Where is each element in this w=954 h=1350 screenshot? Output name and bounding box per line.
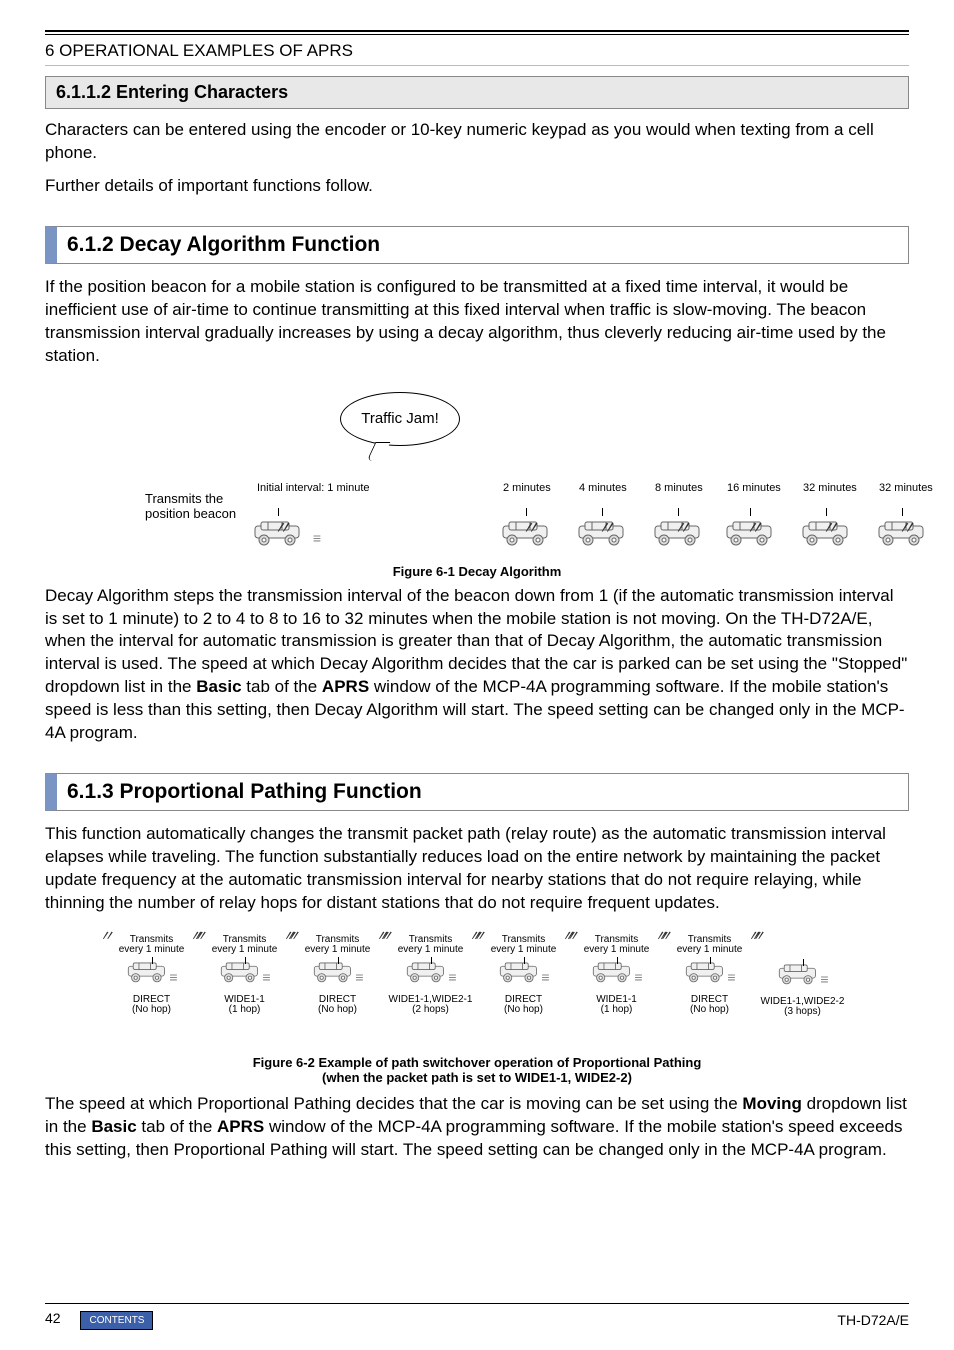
model-label: TH-D72A/E (837, 1312, 909, 1328)
para: If the position beacon for a mobile stat… (45, 276, 909, 368)
text: Figure 6-2 Example of path switchover op… (253, 1055, 702, 1070)
text: position beacon (145, 506, 236, 521)
text: tab of the (242, 677, 322, 696)
figure-caption: Figure 6-1 Decay Algorithm (45, 564, 909, 579)
transmit-label: Transmits the position beacon (145, 492, 236, 522)
chapter-title: 6 OPERATIONAL EXAMPLES OF APRS (45, 35, 909, 66)
car-icon: 〃 (651, 518, 707, 556)
car-icon: 〃 (575, 518, 631, 556)
interval-label: 4 minutes (579, 482, 627, 494)
heading-6-1-3: 6.1.3 Proportional Pathing Function (45, 773, 909, 811)
fig2-column: 〃Transmitsevery 1 minute〃≡DIRECT(No hop) (477, 935, 570, 1018)
bold: APRS (322, 677, 369, 696)
car-icon: 〃 (799, 518, 855, 556)
fig2-column: 〃Transmitsevery 1 minute〃≡WIDE1-1(1 hop) (198, 935, 291, 1018)
bubble-tail (367, 442, 387, 466)
text: tab of the (137, 1117, 217, 1136)
car-icon: 〃 (723, 518, 779, 556)
page-footer: 42 CONTENTS TH-D72A/E (45, 1303, 909, 1330)
figure-6-2: 〃Transmitsevery 1 minute〃≡DIRECT(No hop)… (45, 935, 909, 1051)
para: Decay Algorithm steps the transmission i… (45, 585, 909, 746)
para: Characters can be entered using the enco… (45, 119, 909, 165)
figure-caption: Figure 6-2 Example of path switchover op… (45, 1055, 909, 1085)
fig2-column: 〃≡WIDE1-1,WIDE2-2(3 hops) (756, 935, 849, 1018)
contents-button[interactable]: CONTENTS (80, 1311, 153, 1330)
fig2-column: 〃Transmitsevery 1 minute〃≡DIRECT(No hop) (105, 935, 198, 1018)
bold: APRS (217, 1117, 264, 1136)
heading-6-1-2: 6.1.2 Decay Algorithm Function (45, 226, 909, 264)
page-number: 42 (45, 1310, 61, 1326)
bold: Basic (91, 1117, 136, 1136)
car-icon: 〃 (875, 518, 931, 556)
text: (when the packet path is set to WIDE1-1,… (45, 1070, 909, 1085)
interval-label: 8 minutes (655, 482, 703, 494)
text: The speed at which Proportional Pathing … (45, 1094, 742, 1113)
figure-6-1: Traffic Jam! Transmits the position beac… (45, 392, 909, 560)
interval-label: 2 minutes (503, 482, 551, 494)
para: This function automatically changes the … (45, 823, 909, 915)
car-icon: 〃≡ (251, 518, 307, 556)
heading-6-1-1-2: 6.1.1.2 Entering Characters (45, 76, 909, 109)
speech-bubble: Traffic Jam! (340, 392, 460, 446)
fig2-column: 〃Transmitsevery 1 minute〃≡WIDE1-1(1 hop) (570, 935, 663, 1018)
bold: Basic (196, 677, 241, 696)
text: Transmits the (145, 491, 223, 506)
interval-label: 32 minutes (803, 482, 857, 494)
fig2-column: 〃Transmitsevery 1 minute〃≡DIRECT(No hop) (663, 935, 756, 1018)
fig2-column: 〃Transmitsevery 1 minute〃≡WIDE1-1,WIDE2-… (384, 935, 477, 1018)
fig2-column: 〃Transmitsevery 1 minute〃≡DIRECT(No hop) (291, 935, 384, 1018)
car-icon: 〃 (499, 518, 555, 556)
bold: Moving (742, 1094, 802, 1113)
para: Further details of important functions f… (45, 175, 909, 198)
interval-label: Initial interval: 1 minute (257, 482, 370, 494)
interval-label: 16 minutes (727, 482, 781, 494)
para: The speed at which Proportional Pathing … (45, 1093, 909, 1162)
interval-label: 32 minutes (879, 482, 933, 494)
